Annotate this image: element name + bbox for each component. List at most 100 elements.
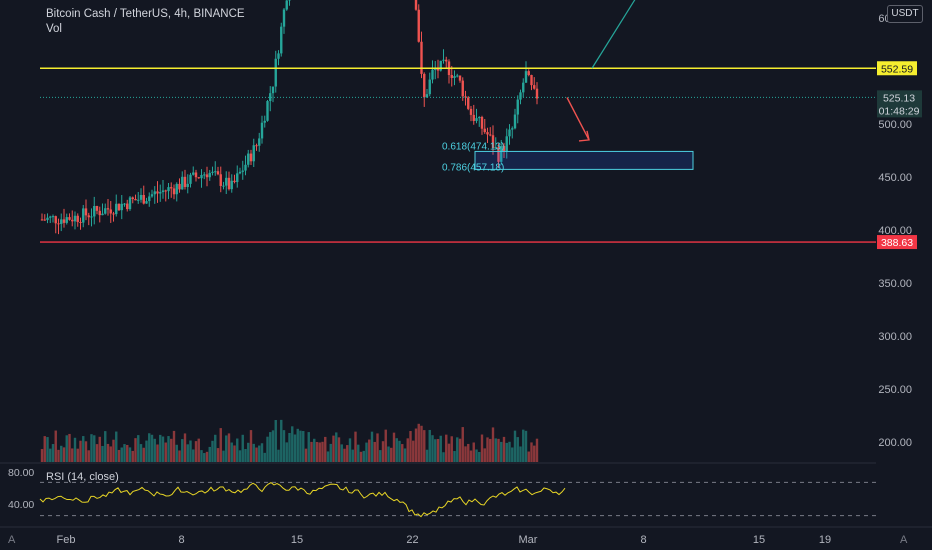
candle-body <box>453 76 456 78</box>
candle-body <box>258 138 261 146</box>
timezone-icon[interactable]: A <box>8 534 16 546</box>
candle-body <box>106 208 110 210</box>
currency-unit-button[interactable]: USDT <box>887 5 923 23</box>
volume-bar <box>225 435 228 462</box>
candle-body <box>123 203 126 205</box>
candle-body <box>494 147 497 149</box>
volume-bar <box>442 452 445 462</box>
volume-bar <box>227 433 231 462</box>
candle-body <box>282 9 286 27</box>
candle-body <box>508 129 511 137</box>
candle-body <box>524 71 528 83</box>
volume-bar <box>395 438 398 462</box>
volume-bar <box>434 439 437 462</box>
volume-bar <box>403 448 407 462</box>
volume-bar <box>134 438 137 462</box>
candle-body <box>241 170 244 172</box>
volume-bar <box>46 437 49 462</box>
volume-bar <box>230 442 233 462</box>
volume-bar <box>489 438 492 462</box>
candle-body <box>428 79 431 95</box>
candle-body <box>478 116 481 119</box>
volume-bar <box>362 450 365 462</box>
volume-bar <box>76 448 79 462</box>
projection-arrow[interactable] <box>591 0 738 69</box>
volume-bar <box>445 434 448 462</box>
level-price-tag <box>877 235 917 250</box>
candle-body <box>156 191 159 194</box>
volume-bar <box>373 441 376 462</box>
time-tick-label: Feb <box>57 534 76 546</box>
short-arrow[interactable] <box>566 97 590 141</box>
volume-bar <box>368 439 371 462</box>
volume-bar <box>109 446 112 462</box>
volume-label: Vol <box>46 23 62 35</box>
candle-body <box>227 177 231 190</box>
volume-bar <box>200 450 203 462</box>
candle-body <box>263 120 266 123</box>
volume-bar <box>71 448 74 462</box>
time-tick-label: Mar <box>519 534 538 546</box>
volume-bar <box>79 440 82 462</box>
candle-body <box>475 118 478 121</box>
fib-label: 0.786(457.18) <box>442 162 504 173</box>
volume-bar <box>285 442 288 462</box>
volume-bar <box>428 429 431 462</box>
candle-body <box>420 41 423 74</box>
auto-scale-icon[interactable]: A <box>900 534 908 546</box>
volume-bar <box>491 427 495 462</box>
candle-body <box>247 153 250 165</box>
candles <box>40 0 539 235</box>
volume-bar <box>370 431 374 462</box>
candle-body <box>181 176 184 190</box>
candle-body <box>170 187 173 189</box>
candle-body <box>68 217 71 220</box>
candle-body <box>90 216 93 218</box>
candle-body <box>112 213 115 215</box>
volume-bar <box>90 434 93 462</box>
volume-bar <box>467 443 470 462</box>
candle-body <box>71 219 74 222</box>
candle-body <box>450 74 453 78</box>
candle-body <box>483 128 486 133</box>
volume-bar <box>126 444 129 462</box>
candle-body <box>260 122 264 139</box>
price-tick-label: 200.00 <box>878 437 912 449</box>
volume-bar <box>516 437 519 462</box>
candle-body <box>445 59 448 62</box>
volume-bar <box>101 445 104 462</box>
volume-bar <box>519 446 522 462</box>
volume-bar <box>431 435 434 462</box>
candle-body <box>533 85 536 89</box>
rsi-line <box>39 482 566 518</box>
candle-body <box>211 171 214 173</box>
volume-bar <box>214 434 217 462</box>
volume-bar <box>346 445 349 462</box>
candle-body <box>236 173 239 183</box>
volume-bar <box>533 445 536 462</box>
candle-body <box>511 128 514 130</box>
volume-bar <box>175 444 178 462</box>
volume-bar <box>483 448 486 462</box>
candle-body <box>486 132 489 135</box>
volume-bar <box>222 450 225 462</box>
volume-bar <box>392 432 396 462</box>
candle-body <box>456 75 459 77</box>
volume-bar <box>406 438 409 462</box>
volume-bar <box>211 440 214 462</box>
candle-body <box>82 208 85 223</box>
time-tick-label: 22 <box>406 534 418 546</box>
volume-bar <box>244 449 247 462</box>
volume-bar <box>412 440 415 462</box>
candle-body <box>183 176 187 187</box>
candle-body <box>186 183 189 187</box>
candle-body <box>277 53 280 59</box>
volume-bar <box>472 442 475 462</box>
volume-bar <box>95 444 99 462</box>
candle-body <box>101 213 104 216</box>
price-axis[interactable] <box>876 0 932 550</box>
fib-zone[interactable] <box>474 150 694 170</box>
rsi-tick-label: 80.00 <box>8 467 34 479</box>
price-tick-label: 300.00 <box>878 331 912 343</box>
